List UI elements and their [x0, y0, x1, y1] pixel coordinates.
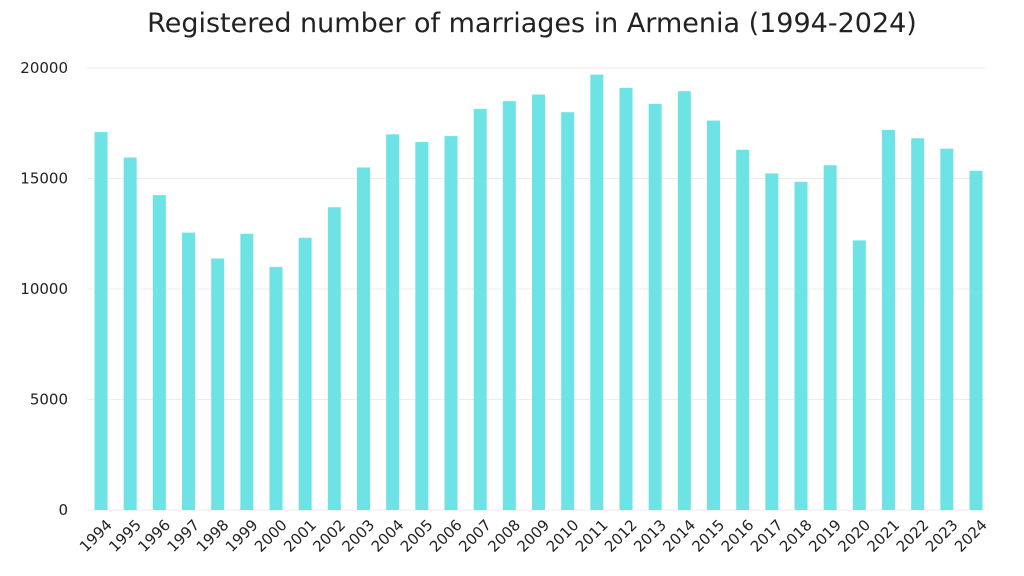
bars [94, 74, 983, 511]
bar-2011 [590, 74, 604, 510]
x-tick-label: 2003 [339, 516, 379, 556]
bar-1994 [94, 132, 108, 510]
bar-2005 [415, 142, 429, 510]
y-tick-label: 20000 [20, 59, 68, 77]
bar-2004 [386, 134, 400, 511]
bar-2022 [911, 138, 925, 510]
y-tick-label: 15000 [20, 170, 68, 188]
x-tick-label: 2012 [601, 516, 641, 556]
bar-2024 [969, 170, 983, 510]
bar-2002 [327, 207, 341, 511]
x-tick-label: 2001 [280, 516, 320, 556]
x-tick-label: 2016 [718, 516, 758, 556]
x-tick-label: 2018 [776, 516, 816, 556]
x-tick-label: 1995 [105, 516, 145, 556]
bar-1999 [240, 233, 254, 510]
bar-2014 [677, 91, 691, 510]
y-tick-label: 0 [58, 501, 68, 519]
x-tick-label: 2013 [630, 516, 670, 556]
x-tick-label: 2022 [893, 516, 933, 556]
x-tick-label: 2005 [397, 516, 437, 556]
x-tick-label: 2008 [484, 516, 524, 556]
x-tick-label: 1998 [193, 516, 233, 556]
bar-1997 [182, 232, 195, 510]
x-tick-label: 2023 [922, 516, 962, 556]
x-tick-label: 1994 [76, 516, 116, 556]
bar-2023 [940, 148, 954, 511]
bar-2009 [532, 94, 545, 511]
bar-2013 [648, 103, 662, 510]
bar-2012 [619, 87, 633, 510]
x-tick-label: 1996 [134, 516, 174, 556]
bar-1995 [123, 157, 137, 510]
x-tick-label: 2014 [659, 516, 699, 556]
x-tick-label: 2015 [689, 516, 729, 556]
bar-2015 [707, 120, 720, 511]
bar-2016 [736, 149, 750, 510]
x-tick-label: 2024 [951, 516, 991, 556]
bar-2001 [298, 237, 312, 510]
bar-2010 [561, 112, 575, 510]
bar-2008 [502, 101, 516, 511]
chart-title: Registered number of marriages in Armeni… [147, 8, 917, 39]
bar-2006 [444, 136, 458, 510]
x-tick-label: 1997 [164, 516, 204, 556]
bar-1996 [152, 195, 166, 510]
bar-1998 [211, 258, 225, 510]
x-tick-label: 2002 [309, 516, 349, 556]
y-axis-tick-labels: 0 5000 10000 15000 20000 [20, 59, 68, 519]
x-tick-label: 2004 [368, 516, 408, 556]
y-tick-label: 10000 [20, 280, 68, 298]
x-tick-label: 2009 [514, 516, 554, 556]
bar-2021 [882, 129, 895, 510]
x-tick-label: 2011 [572, 516, 612, 556]
y-tick-label: 5000 [30, 391, 68, 409]
x-tick-label: 2019 [805, 516, 845, 556]
bar-2003 [357, 167, 370, 510]
x-tick-label: 2000 [251, 516, 291, 556]
x-tick-label: 2020 [834, 516, 874, 556]
x-tick-label: 2007 [455, 516, 495, 556]
x-tick-label: 2021 [864, 516, 904, 556]
x-tick-label: 2017 [747, 516, 787, 556]
x-axis-tick-labels: 1994199519961997199819992000200120022003… [76, 516, 991, 556]
bar-2000 [269, 266, 283, 510]
x-tick-label: 2010 [543, 516, 583, 556]
x-tick-label: 1999 [222, 516, 262, 556]
bar-2018 [794, 181, 808, 510]
bar-2007 [473, 108, 487, 510]
bar-2019 [823, 165, 837, 511]
bar-2020 [852, 240, 866, 510]
x-tick-label: 2006 [426, 516, 466, 556]
bar-2017 [765, 173, 779, 511]
